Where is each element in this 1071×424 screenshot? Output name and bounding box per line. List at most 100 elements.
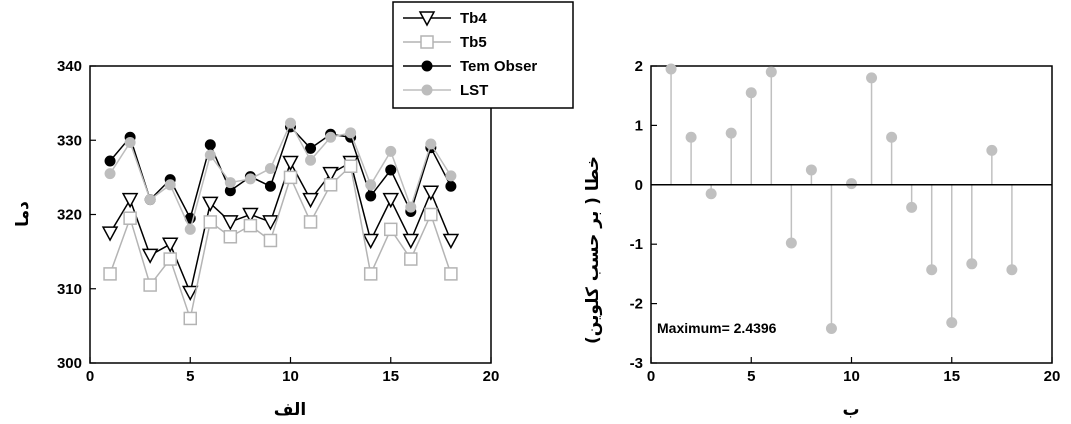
data-point	[181, 285, 199, 302]
data-point	[365, 179, 377, 191]
error-stem-chart: 0 5 10 15 20 -3 -2 -1 0 1 2 Maximum= 2.4396 ب خطا…	[583, 58, 1060, 420]
data-point	[242, 207, 259, 224]
left-y-tick-label: 300	[57, 355, 82, 372]
legend-entry: Tem Obser	[403, 58, 537, 75]
data-point	[325, 131, 337, 143]
data-point	[123, 211, 137, 225]
left-x-tick-label: 10	[282, 368, 299, 385]
legend-box	[392, 1, 574, 109]
data-point	[143, 278, 157, 292]
left-x-axis-label: الف	[274, 400, 306, 420]
stem-marker	[805, 164, 817, 176]
data-point	[425, 138, 437, 150]
data-point	[362, 233, 379, 250]
data-point	[285, 117, 296, 129]
stem-marker	[926, 264, 938, 276]
right-x-tick-label: 15	[943, 368, 960, 385]
data-point	[204, 139, 216, 151]
right-x-tick-label: 0	[647, 368, 655, 385]
legend-entry: LST	[403, 82, 488, 99]
right-y-tick-label: -1	[630, 236, 643, 253]
right-y-tick-label: 0	[635, 177, 643, 194]
series-line	[109, 125, 452, 221]
data-point	[282, 155, 299, 172]
stem-marker	[665, 63, 677, 75]
data-point	[404, 252, 418, 266]
data-point	[422, 185, 440, 201]
stem-marker	[825, 323, 837, 335]
left-y-tick-label: 340	[57, 58, 82, 75]
left-y-tick-label: 310	[57, 281, 82, 298]
left-x-tick-label: 5	[186, 368, 194, 385]
data-point	[164, 179, 176, 191]
data-point	[303, 215, 318, 229]
data-point	[323, 178, 338, 192]
data-point	[124, 136, 136, 148]
data-point	[223, 230, 238, 244]
data-point	[222, 215, 239, 231]
stem-marker	[785, 237, 797, 249]
data-point	[121, 192, 139, 209]
legend-marker	[418, 11, 436, 27]
data-point	[264, 180, 276, 192]
data-point	[161, 237, 179, 253]
data-point	[144, 194, 156, 206]
right-y-tick-label: -2	[630, 296, 643, 313]
data-point	[183, 311, 197, 326]
legend-label: Tem Obser	[460, 58, 537, 75]
stem-marker	[986, 144, 998, 156]
legend-marker	[421, 84, 433, 96]
maximum-annotation: Maximum= 2.4396	[657, 320, 777, 336]
series-lst	[104, 117, 457, 235]
series-line	[109, 121, 452, 232]
data-point	[382, 192, 400, 209]
legend-entry: Tb4	[403, 10, 487, 27]
stem-marker	[705, 188, 717, 200]
stem-marker	[886, 131, 898, 143]
data-point	[385, 164, 397, 176]
stem-marker	[906, 201, 918, 213]
data-point	[184, 223, 196, 235]
data-point	[141, 248, 159, 264]
data-point	[163, 252, 177, 266]
stem-marker	[846, 178, 857, 190]
data-point	[365, 190, 377, 202]
legend-label: Tb5	[460, 34, 487, 51]
data-point	[424, 207, 438, 222]
legend-label: Tb4	[460, 10, 487, 27]
right-x-tick-label: 20	[1044, 368, 1061, 385]
legend: Tb4 Tb5 Tem Obser LST	[392, 1, 574, 109]
data-point	[405, 201, 417, 213]
right-y-tick-label: 2	[635, 58, 643, 75]
right-x-tick-label: 5	[747, 368, 755, 385]
data-point	[243, 218, 258, 233]
stem-marker	[866, 72, 878, 84]
right-x-tick-label: 10	[843, 368, 860, 385]
data-point	[445, 180, 457, 192]
stem-marker	[725, 127, 737, 139]
stem-marker	[1006, 264, 1018, 276]
left-x-tick-label: 0	[86, 368, 94, 385]
legend-entry: Tb5	[403, 34, 487, 51]
data-point	[283, 170, 298, 185]
right-y-tick-label: -3	[630, 355, 643, 372]
data-point	[302, 192, 319, 209]
series-line	[109, 160, 452, 295]
left-x-tick-label: 20	[483, 368, 500, 385]
data-point	[445, 170, 457, 182]
data-point	[305, 154, 317, 166]
right-y-tick-label: 1	[635, 117, 643, 134]
data-point	[402, 233, 420, 250]
left-y-axis-label: دما	[13, 201, 33, 227]
data-point	[442, 233, 460, 250]
stem-marker	[966, 258, 978, 270]
data-point	[104, 155, 116, 167]
data-point	[244, 173, 256, 185]
right-y-axis-label: خطا ( بر حسب کلوین)	[583, 156, 603, 344]
data-point	[104, 168, 116, 180]
data-point	[385, 145, 397, 157]
data-point	[264, 162, 276, 174]
data-point	[101, 226, 119, 242]
legend-marker	[420, 35, 434, 49]
